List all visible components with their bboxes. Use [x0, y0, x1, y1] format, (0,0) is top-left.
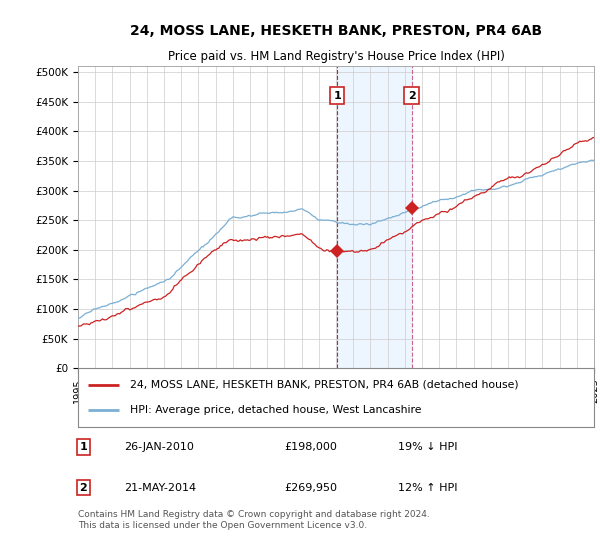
Text: £269,950: £269,950 [284, 483, 337, 493]
Text: 2: 2 [407, 91, 415, 101]
Text: £198,000: £198,000 [284, 442, 337, 452]
Text: HPI: Average price, detached house, West Lancashire: HPI: Average price, detached house, West… [130, 405, 421, 415]
Text: 24, MOSS LANE, HESKETH BANK, PRESTON, PR4 6AB (detached house): 24, MOSS LANE, HESKETH BANK, PRESTON, PR… [130, 380, 518, 390]
Text: 26-JAN-2010: 26-JAN-2010 [124, 442, 194, 452]
Text: 21-MAY-2014: 21-MAY-2014 [124, 483, 197, 493]
Text: Price paid vs. HM Land Registry's House Price Index (HPI): Price paid vs. HM Land Registry's House … [167, 50, 505, 63]
Bar [337, 66, 412, 368]
Text: 19% ↓ HPI: 19% ↓ HPI [398, 442, 457, 452]
Text: 24, MOSS LANE, HESKETH BANK, PRESTON, PR4 6AB: 24, MOSS LANE, HESKETH BANK, PRESTON, PR… [130, 24, 542, 38]
Text: 1: 1 [334, 91, 341, 101]
Text: Contains HM Land Registry data © Crown copyright and database right 2024.
This d: Contains HM Land Registry data © Crown c… [78, 510, 430, 530]
Text: 2: 2 [79, 483, 87, 493]
Text: 12% ↑ HPI: 12% ↑ HPI [398, 483, 457, 493]
Text: 1: 1 [79, 442, 87, 452]
